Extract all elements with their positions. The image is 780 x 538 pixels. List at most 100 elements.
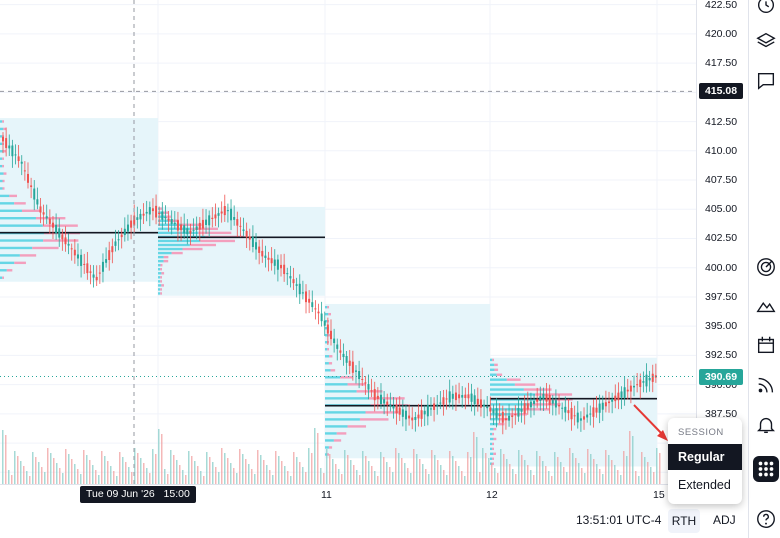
candle-body: [186, 228, 189, 235]
volume-bar: [374, 471, 376, 484]
volume-bar: [602, 474, 604, 484]
candle-body: [470, 393, 473, 402]
price-axis[interactable]: 422.50420.00417.50415.00412.50410.00407.…: [696, 0, 749, 484]
adjustment-button[interactable]: ADJ: [713, 513, 736, 527]
volume-bar: [350, 460, 352, 484]
volume-bar: [209, 457, 211, 484]
apps-button[interactable]: [753, 456, 779, 482]
broadcast-button[interactable]: [753, 372, 779, 398]
candle-body: [442, 397, 445, 405]
session-option-extended[interactable]: Extended: [678, 478, 731, 492]
session-option-regular[interactable]: Regular: [668, 444, 742, 470]
profile-bar-down: [165, 215, 171, 218]
profile-bar-up: [325, 334, 329, 337]
volume-bar: [500, 449, 502, 484]
profile-bar-up: [0, 246, 33, 250]
candle-body: [183, 225, 186, 234]
profile-bar-up: [0, 172, 4, 175]
candle-body: [311, 302, 314, 308]
chat-button[interactable]: [753, 68, 779, 94]
volume-bar: [239, 449, 241, 484]
volume-bar: [167, 474, 169, 484]
profile-bar-up: [490, 452, 494, 456]
volume-bar: [176, 460, 178, 484]
volume-profile-box: [158, 206, 325, 296]
volume-bar: [305, 472, 307, 484]
volume-bar: [578, 463, 580, 484]
apps-grid-icon: [758, 461, 774, 477]
volume-bar: [356, 470, 358, 484]
candle-body: [439, 402, 442, 404]
candle-body: [26, 173, 29, 183]
volume-bar: [416, 454, 418, 484]
profile-bar-down: [160, 268, 162, 271]
timer-icon: [757, 0, 775, 14]
volume-bar: [644, 457, 646, 484]
candle-body: [389, 404, 392, 407]
radar-button[interactable]: [753, 254, 779, 280]
volume-bar: [605, 450, 607, 484]
volume-bar: [368, 461, 370, 484]
price-tick-label: 407.50: [705, 174, 738, 187]
timer-button[interactable]: [753, 0, 779, 18]
volume-bar: [203, 476, 205, 484]
volume-bar: [626, 456, 628, 484]
candle-body: [564, 406, 567, 413]
candle-body: [211, 217, 214, 219]
volume-bar: [377, 476, 379, 484]
candle-body: [251, 236, 254, 247]
volume-bar: [119, 452, 121, 484]
profile-bar-down: [514, 383, 536, 386]
volume-bar: [428, 474, 430, 484]
profile-bar-up: [0, 239, 44, 242]
volume-bar: [284, 466, 286, 484]
profile-bar-down: [500, 418, 509, 421]
candle-body: [5, 138, 8, 148]
volume-bar: [515, 474, 517, 484]
candle-body: [330, 330, 332, 340]
layers-button[interactable]: [753, 28, 779, 54]
volume-bar: [245, 459, 247, 484]
candle-body: [42, 212, 45, 215]
profile-bar-up: [490, 383, 515, 386]
volume-bar: [104, 456, 106, 484]
alerts-button[interactable]: [753, 412, 779, 438]
ideas-button[interactable]: [753, 292, 779, 318]
volume-bar: [173, 455, 175, 484]
chart-canvas[interactable]: [0, 0, 696, 484]
session-popup-header: SESSION: [678, 427, 724, 438]
candle-body: [379, 394, 382, 405]
profile-bar-up: [0, 127, 4, 131]
profile-bar-down: [163, 259, 169, 263]
session-rth-button[interactable]: RTH: [668, 509, 700, 533]
calendar-button[interactable]: [753, 332, 779, 358]
price-tick-label: 395.00: [705, 320, 738, 333]
profile-bar-down: [523, 388, 552, 391]
profile-bar-up: [158, 263, 161, 267]
volume-bar: [362, 451, 364, 484]
profile-bar-down: [493, 437, 497, 441]
candle-body: [483, 404, 486, 407]
volume-bar: [647, 462, 649, 484]
profile-bar-up: [325, 376, 341, 379]
volume-bar: [71, 459, 73, 484]
volume-bar: [659, 453, 661, 484]
volume-bar: [548, 471, 550, 484]
volume-bar: [509, 464, 511, 484]
volume-bar: [296, 457, 298, 484]
volume-bar: [614, 465, 616, 484]
volume-bar: [179, 465, 181, 484]
volume-bar: [17, 456, 19, 484]
profile-bar-down: [365, 411, 399, 414]
candle-body: [436, 404, 439, 406]
clock-label[interactable]: 13:51:01 UTC-4: [576, 513, 662, 527]
volume-bar: [125, 462, 127, 484]
volume-bar: [440, 465, 442, 484]
candle-body: [376, 395, 379, 400]
volume-bar: [434, 455, 436, 484]
volume-bar: [14, 451, 16, 484]
volume-bar: [233, 468, 235, 484]
price-chart[interactable]: [0, 0, 696, 484]
help-button[interactable]: [753, 506, 779, 532]
price-tick-label: 397.50: [705, 290, 738, 303]
